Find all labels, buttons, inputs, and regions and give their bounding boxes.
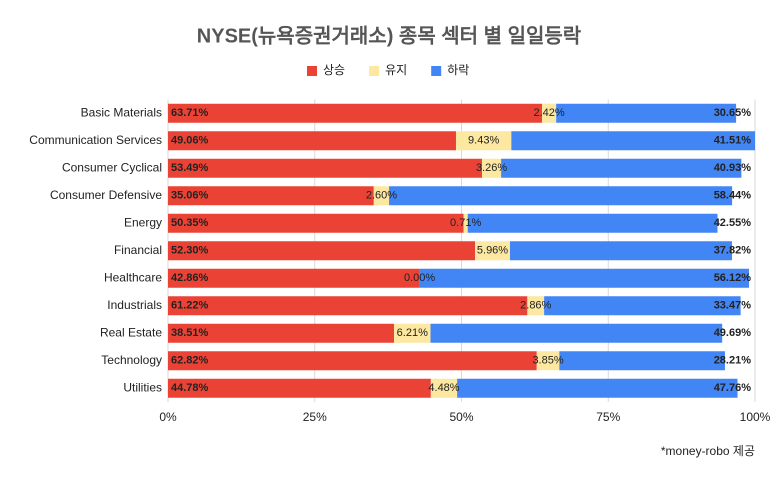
value-label: 40.93% — [714, 162, 752, 174]
bar-segment — [481, 158, 502, 178]
bar-segment — [168, 131, 456, 151]
x-tick-label: 25% — [303, 410, 327, 424]
value-label: 4.48% — [428, 382, 459, 394]
value-label: 35.06% — [171, 190, 209, 202]
y-tick-label: Technology — [101, 353, 162, 367]
bar-segment — [536, 351, 560, 371]
bar-segment — [467, 213, 718, 233]
bar-segment — [168, 351, 537, 371]
bar-segment — [168, 296, 528, 316]
value-label: 5.96% — [477, 245, 508, 257]
value-label: 37.82% — [714, 245, 752, 257]
chart-title: NYSE(뉴욕증권거래소) 종목 섹터 별 일일등락 — [197, 24, 582, 47]
value-label: 49.06% — [171, 135, 209, 147]
bar-segment — [389, 186, 733, 206]
bar-segment — [168, 213, 464, 233]
value-label: 3.26% — [476, 162, 507, 174]
bar-segment — [457, 378, 738, 398]
value-label: 2.60% — [366, 190, 397, 202]
x-tick-label: 100% — [740, 410, 771, 424]
legend-label: 유지 — [385, 63, 407, 77]
value-label: 44.78% — [171, 382, 209, 394]
value-label: 38.51% — [171, 327, 209, 339]
bar-segment — [559, 351, 725, 371]
legend-swatch — [369, 66, 380, 76]
bar-segment — [475, 241, 510, 261]
legend-label: 상승 — [323, 63, 345, 77]
bar-segment — [430, 323, 723, 343]
bar-segment — [168, 323, 395, 343]
value-label: 28.21% — [714, 355, 752, 367]
value-label: 47.76% — [714, 382, 752, 394]
bar-segment — [463, 213, 468, 233]
value-label: 52.30% — [171, 245, 209, 257]
x-tick-label: 75% — [596, 410, 620, 424]
y-tick-label: Industrials — [107, 298, 162, 312]
footnote: *money-robo 제공 — [661, 444, 755, 458]
y-tick-label: Utilities — [123, 380, 162, 394]
value-label: 58.44% — [714, 190, 752, 202]
bar-segment — [501, 158, 742, 178]
value-label: 0.71% — [450, 217, 481, 229]
bar-segment — [527, 296, 545, 316]
x-tick-label: 0% — [159, 410, 177, 424]
bar-segment — [455, 131, 512, 151]
y-tick-label: Consumer Defensive — [50, 188, 162, 202]
value-label: 9.43% — [468, 135, 499, 147]
value-label: 41.51% — [714, 135, 752, 147]
bar-segment — [168, 241, 476, 261]
value-label: 3.85% — [532, 355, 563, 367]
bar-segment — [430, 378, 458, 398]
bar-segment — [509, 241, 732, 261]
y-tick-label: Consumer Cyclical — [62, 160, 162, 174]
bar-segment — [541, 103, 557, 123]
value-label: 61.22% — [171, 300, 209, 312]
value-label: 2.42% — [533, 107, 564, 119]
bar-segment — [394, 323, 431, 343]
legend-label: 하락 — [447, 63, 469, 77]
bar-segment — [168, 186, 374, 206]
value-label: 42.86% — [171, 272, 209, 284]
value-label: 62.82% — [171, 355, 209, 367]
bar-segment — [556, 103, 737, 123]
value-label: 6.21% — [397, 327, 428, 339]
legend-swatch — [307, 66, 317, 76]
value-label: 50.35% — [171, 217, 209, 229]
bar-segment — [168, 268, 420, 288]
value-label: 63.71% — [171, 107, 209, 119]
value-label: 49.69% — [714, 327, 752, 339]
bar-segment — [511, 131, 755, 151]
y-tick-label: Financial — [114, 243, 162, 257]
value-label: 42.55% — [714, 217, 752, 229]
value-label: 2.86% — [520, 300, 551, 312]
y-tick-label: Healthcare — [104, 270, 162, 284]
legend-swatch — [431, 66, 442, 76]
y-tick-label: Energy — [124, 215, 162, 229]
value-label: 30.65% — [714, 107, 752, 119]
value-label: 33.47% — [714, 300, 752, 312]
bar-segment — [544, 296, 741, 316]
bar-segment — [168, 158, 482, 178]
value-label: 0.00% — [404, 272, 435, 284]
bar-segment — [168, 103, 542, 123]
bar-segment — [373, 186, 390, 206]
value-label: 56.12% — [714, 272, 752, 284]
x-tick-label: 50% — [449, 410, 473, 424]
y-tick-label: Real Estate — [100, 325, 162, 339]
value-label: 53.49% — [171, 162, 209, 174]
bar-segment — [419, 268, 750, 288]
y-tick-label: Communication Services — [29, 133, 162, 147]
y-tick-label: Basic Materials — [81, 105, 162, 119]
bar-segment — [168, 378, 431, 398]
